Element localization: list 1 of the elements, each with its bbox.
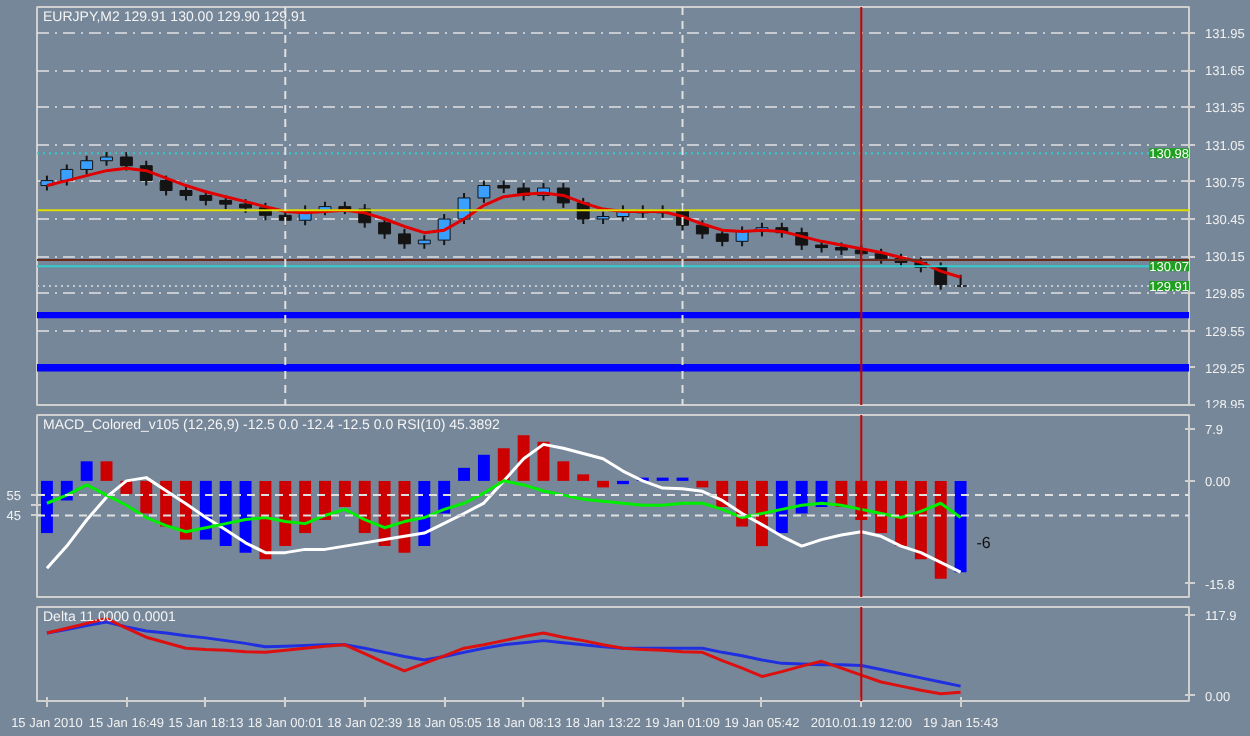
- annotation: -6: [976, 534, 992, 553]
